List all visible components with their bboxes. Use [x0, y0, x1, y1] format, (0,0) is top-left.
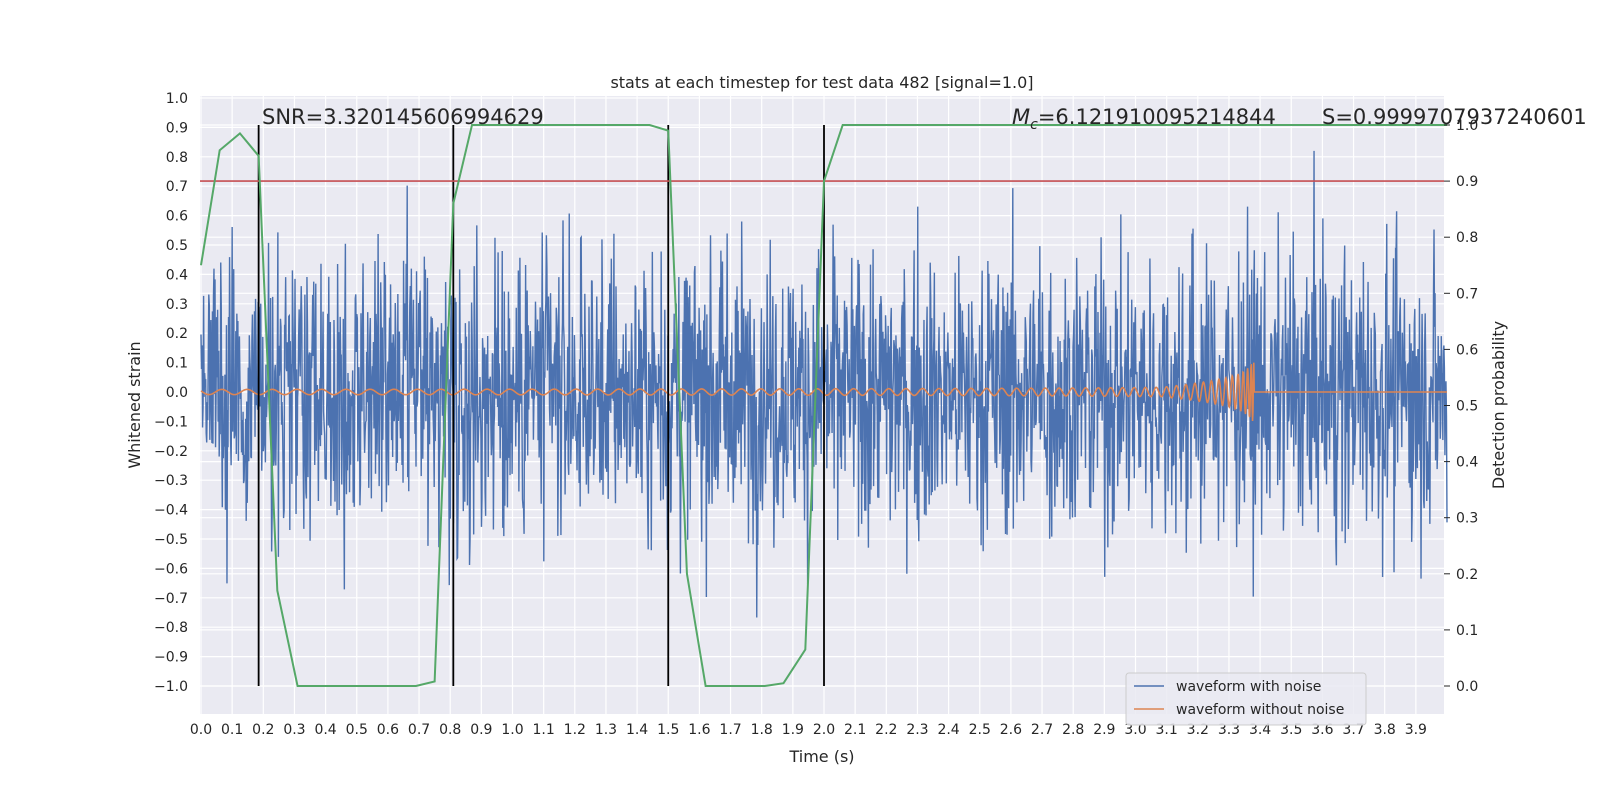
y-right-tick-label: 0.4 — [1456, 455, 1478, 471]
y-right-tick-label: 0.9 — [1456, 174, 1478, 190]
y-tick-label: −0.3 — [154, 473, 188, 489]
y-tick-label: −0.9 — [154, 650, 188, 666]
y-tick-label: −0.2 — [154, 444, 188, 460]
y-tick-label: 0.6 — [166, 209, 188, 225]
y-right-tick-label: 1.0 — [1456, 118, 1478, 134]
x-tick-label: 1.3 — [595, 722, 617, 738]
x-tick-label: 1.4 — [626, 722, 648, 738]
x-tick-label: 1.8 — [751, 722, 773, 738]
x-tick-label: 3.9 — [1405, 722, 1427, 738]
x-tick-label: 1.6 — [688, 722, 710, 738]
x-tick-label: 2.1 — [844, 722, 866, 738]
y-axis-right-label: Detection probability — [1489, 321, 1508, 489]
mc-annotation: Mc=6.121910095214844 — [1012, 105, 1276, 133]
x-tick-label: 0.4 — [314, 722, 336, 738]
x-tick-label: 3.3 — [1218, 722, 1240, 738]
x-tick-label: 3.5 — [1280, 722, 1302, 738]
y-tick-label: −0.6 — [154, 561, 188, 577]
x-tick-label: 3.6 — [1311, 722, 1333, 738]
y-right-tick-label: 0.7 — [1456, 286, 1478, 302]
x-tick-label: 2.6 — [1000, 722, 1022, 738]
y-tick-label: 0.1 — [166, 356, 188, 372]
x-tick-label: 3.2 — [1187, 722, 1209, 738]
y-right-tick-label: 0.2 — [1456, 567, 1478, 583]
x-tick-label: 0.5 — [346, 722, 368, 738]
mc-value: =6.121910095214844 — [1038, 105, 1276, 129]
s-annotation: S=0.9999707937240601 — [1322, 105, 1587, 129]
y-axis-ticks: 1.0 0.9 0.8 0.7 0.6 0.5 0.4 0.3 0.2 0.1 0.0 −0.1 −0.… — [154, 91, 188, 695]
x-tick-label: 0.0 — [190, 722, 212, 738]
y-tick-label: 0.8 — [166, 150, 188, 166]
grid — [200, 96, 1444, 714]
x-tick-label: 3.4 — [1249, 722, 1271, 738]
x-tick-label: 2.4 — [937, 722, 959, 738]
y-tick-label: −1.0 — [154, 679, 188, 695]
legend-label-clean: waveform without noise — [1176, 702, 1344, 718]
mc-symbol: M — [1012, 105, 1030, 129]
y-tick-label: −0.1 — [154, 414, 188, 430]
x-tick-label: 1.1 — [533, 722, 555, 738]
legend-label-noisy: waveform with noise — [1176, 679, 1321, 695]
x-tick-label: 2.3 — [906, 722, 928, 738]
x-axis-label: Time (s) — [788, 747, 854, 766]
y-tick-label: 0.7 — [166, 179, 188, 195]
y-tick-label: 0.4 — [166, 267, 188, 283]
x-tick-label: 3.0 — [1124, 722, 1146, 738]
x-tick-label: 2.8 — [1062, 722, 1084, 738]
x-tick-label: 2.7 — [1031, 722, 1053, 738]
x-tick-label: 0.2 — [252, 722, 274, 738]
y-tick-label: 0.9 — [166, 120, 188, 136]
y-tick-label: 0.0 — [166, 385, 188, 401]
x-tick-label: 1.0 — [501, 722, 523, 738]
probability-layer — [200, 124, 1447, 687]
y-right-tick-label: 0.8 — [1456, 230, 1478, 246]
legend-box — [1125, 672, 1367, 726]
x-tick-label: 1.7 — [719, 722, 741, 738]
y-tick-label: −0.7 — [154, 591, 188, 607]
y-right-tick-label: 0.3 — [1456, 511, 1478, 527]
y-tick-label: −0.5 — [154, 532, 188, 548]
x-axis-ticks: 0.0 0.1 0.2 0.3 0.4 0.5 0.6 0.7 0.8 0.9 1.0 1.1 1.2 1… — [190, 722, 1427, 738]
mc-subscript: c — [1030, 117, 1038, 133]
x-tick-label: 2.2 — [875, 722, 897, 738]
x-tick-label: 0.6 — [377, 722, 399, 738]
y-tick-label: −0.4 — [154, 503, 188, 519]
x-tick-label: 0.9 — [470, 722, 492, 738]
x-tick-label: 1.9 — [782, 722, 804, 738]
y-right-tick-label: 0.0 — [1456, 679, 1478, 695]
x-tick-label: 0.7 — [408, 722, 430, 738]
y-tick-label: 0.3 — [166, 297, 188, 313]
x-tick-label: 0.3 — [283, 722, 305, 738]
y-tick-label: −0.8 — [154, 620, 188, 636]
x-tick-label: 3.8 — [1374, 722, 1396, 738]
y-tick-label: 1.0 — [166, 91, 188, 107]
x-tick-label: 2.9 — [1093, 722, 1115, 738]
legend: waveform with noise waveform without noi… — [1125, 672, 1367, 726]
y-right-tick-label: 0.1 — [1456, 623, 1478, 639]
probability-line — [200, 124, 1447, 687]
y-tick-label: 0.2 — [166, 326, 188, 342]
chart-title: stats at each timestep for test data 482… — [610, 73, 1033, 92]
x-tick-label: 1.2 — [564, 722, 586, 738]
x-tick-label: 2.0 — [813, 722, 835, 738]
snr-annotation: SNR=3.320145606994629 — [262, 105, 544, 129]
x-tick-label: 2.5 — [969, 722, 991, 738]
y-axis-right-ticks: 1.0 0.9 0.8 0.7 0.6 0.5 0.4 0.3 0.2 0.1 0.0 — [1444, 118, 1478, 695]
x-tick-label: 0.8 — [439, 722, 461, 738]
y-tick-label: 0.5 — [166, 238, 188, 254]
x-tick-label: 1.5 — [657, 722, 679, 738]
y-right-tick-label: 0.5 — [1456, 399, 1478, 415]
x-tick-label: 3.7 — [1342, 722, 1364, 738]
x-tick-label: 0.1 — [221, 722, 243, 738]
y-right-tick-label: 0.6 — [1456, 342, 1478, 358]
x-tick-label: 3.1 — [1156, 722, 1178, 738]
y-axis-label: Whitened strain — [125, 341, 144, 468]
